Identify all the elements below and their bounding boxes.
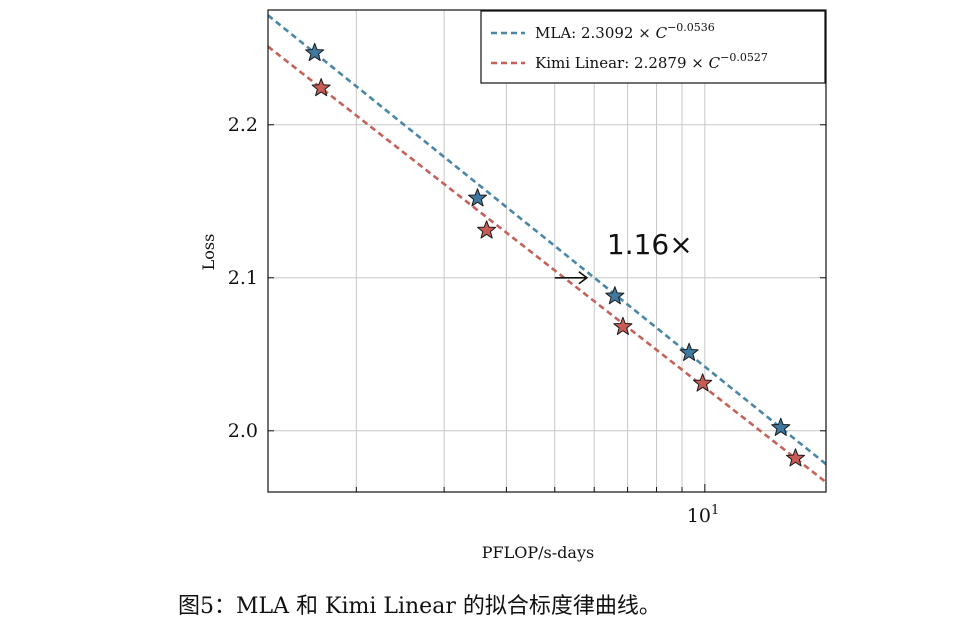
annotation-layer: 1.16× — [554, 228, 693, 285]
grid-lines — [268, 10, 826, 492]
speedup-annotation: 1.16× — [607, 228, 693, 261]
legend-label-mla: MLA: 2.3092 × C−0.0536 — [535, 21, 715, 42]
star-point-mla — [605, 286, 625, 305]
axis-ticks: 101 2.0 2.1 2.2 — [228, 114, 826, 527]
fit-lines — [268, 14, 826, 484]
legend-box — [480, 10, 826, 84]
star-point-mla — [771, 417, 791, 436]
star-point-kimi-linear — [693, 373, 713, 392]
star-point-mla — [467, 188, 488, 207]
x-tick-label: 101 — [687, 503, 719, 527]
legend: MLA: 2.3092 × C−0.0536 Kimi Linear: 2.287… — [480, 10, 826, 84]
y-tick-label: 2.0 — [228, 420, 258, 442]
legend-label-kimi-linear: Kimi Linear: 2.2879 × C−0.0527 — [535, 51, 768, 72]
star-point-kimi-linear — [311, 78, 331, 97]
x-axis-label: PFLOP/s-days — [482, 543, 594, 562]
figure-caption: 图5：MLA 和 Kimi Linear 的拟合标度律曲线。 — [178, 594, 661, 619]
fit-line-kimi-linear — [268, 45, 826, 484]
star-point-mla — [305, 42, 325, 62]
star-point-kimi-linear — [613, 316, 633, 335]
star-point-kimi-linear — [785, 448, 806, 467]
star-point-mla — [679, 342, 699, 361]
y-tick-label: 2.1 — [228, 267, 258, 289]
y-axis-label: Loss — [199, 234, 218, 271]
data-points — [305, 42, 806, 467]
arrow-head-icon — [578, 271, 589, 285]
star-point-kimi-linear — [477, 220, 497, 239]
y-tick-label: 2.2 — [228, 114, 258, 136]
plot-frame — [267, 9, 827, 493]
